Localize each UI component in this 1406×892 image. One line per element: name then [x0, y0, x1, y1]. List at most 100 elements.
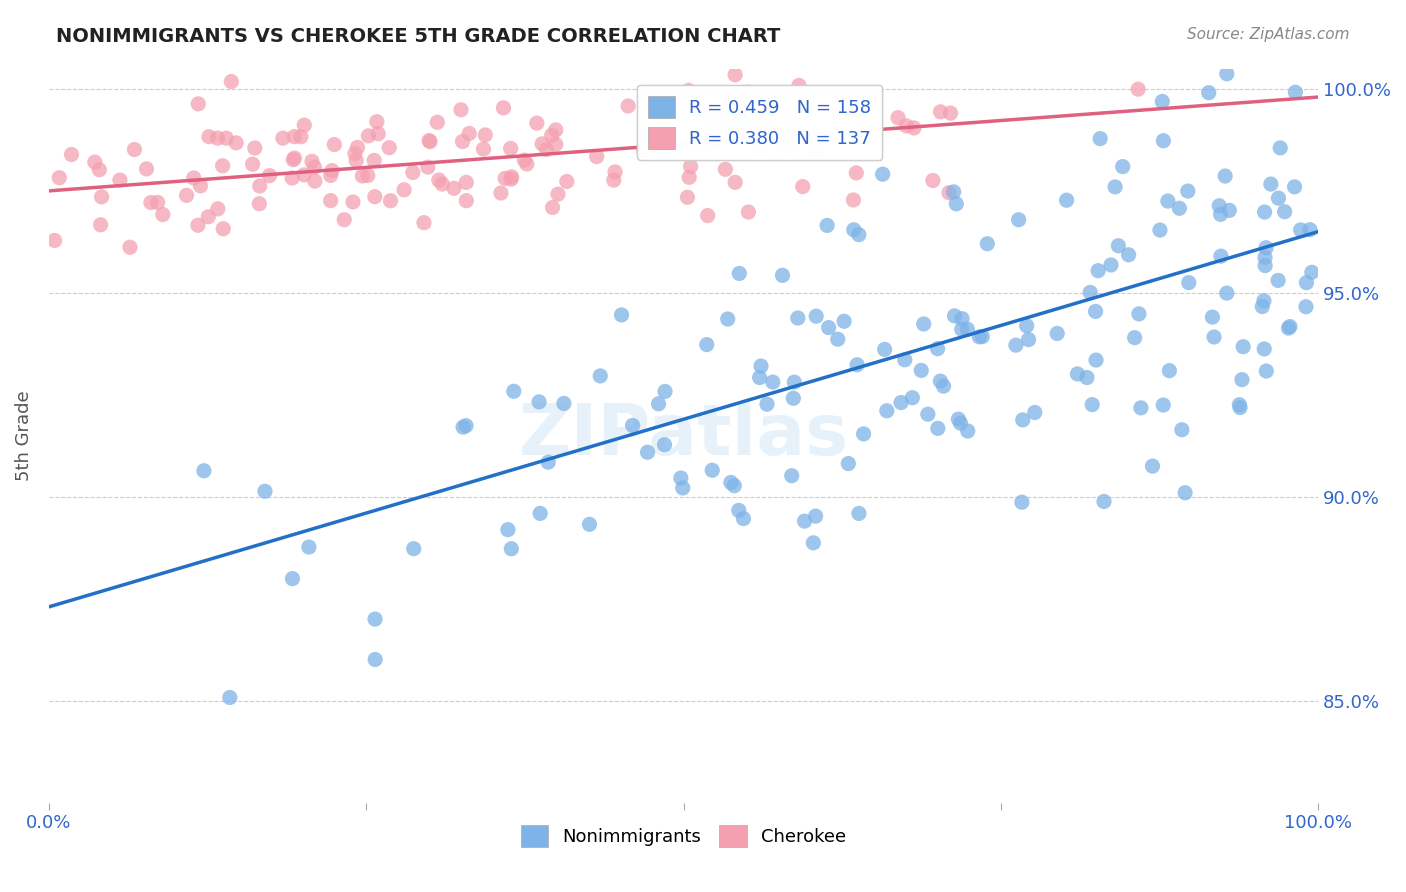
Point — [842, 223, 865, 237]
Point — [146, 195, 169, 210]
Point — [1251, 300, 1274, 314]
Point — [1216, 67, 1239, 81]
Point — [704, 112, 727, 127]
Point — [939, 106, 962, 120]
Point — [1081, 398, 1104, 412]
Point — [1284, 179, 1306, 194]
Point — [1046, 326, 1069, 341]
Point — [450, 103, 472, 117]
Point — [364, 612, 387, 626]
Point — [537, 455, 560, 469]
Point — [357, 169, 380, 183]
Point — [780, 468, 803, 483]
Point — [1104, 180, 1126, 194]
Point — [281, 171, 304, 186]
Point — [1208, 199, 1230, 213]
Point — [526, 116, 548, 130]
Point — [432, 177, 454, 191]
Point — [451, 135, 474, 149]
Point — [547, 187, 569, 202]
Point — [1198, 86, 1220, 100]
Point — [474, 128, 496, 142]
Point — [731, 114, 754, 128]
Point — [1254, 241, 1277, 255]
Point — [654, 438, 676, 452]
Point — [842, 193, 865, 207]
Point — [90, 190, 112, 204]
Point — [527, 395, 550, 409]
Point — [531, 136, 554, 151]
Point — [1168, 202, 1191, 216]
Point — [950, 322, 973, 336]
Point — [1289, 223, 1312, 237]
Point — [304, 161, 326, 175]
Point — [48, 170, 70, 185]
Point — [723, 478, 745, 492]
Y-axis label: 5th Grade: 5th Grade — [15, 390, 32, 481]
Point — [456, 175, 478, 189]
Point — [118, 240, 141, 254]
Point — [703, 134, 725, 148]
Point — [176, 188, 198, 202]
Point — [402, 541, 425, 556]
Point — [778, 138, 800, 153]
Point — [207, 202, 229, 216]
Point — [927, 421, 949, 435]
Point — [1218, 203, 1240, 218]
Point — [380, 194, 402, 208]
Point — [413, 216, 436, 230]
Point — [1015, 318, 1038, 333]
Point — [242, 157, 264, 171]
Point — [976, 236, 998, 251]
Point — [783, 375, 806, 389]
Point — [1209, 249, 1232, 263]
Point — [502, 384, 524, 399]
Point — [281, 572, 304, 586]
Point — [1007, 212, 1029, 227]
Point — [124, 143, 146, 157]
Point — [852, 426, 875, 441]
Point — [945, 196, 967, 211]
Point — [1295, 276, 1317, 290]
Point — [1152, 134, 1174, 148]
Point — [319, 169, 342, 183]
Point — [676, 190, 699, 204]
Point — [950, 311, 973, 326]
Point — [190, 178, 212, 193]
Point — [956, 424, 979, 438]
Point — [1253, 205, 1275, 219]
Point — [454, 418, 477, 433]
Point — [346, 140, 368, 154]
Text: NONIMMIGRANTS VS CHEROKEE 5TH GRADE CORRELATION CHART: NONIMMIGRANTS VS CHEROKEE 5TH GRADE CORR… — [56, 27, 780, 45]
Point — [343, 146, 366, 161]
Point — [1178, 276, 1201, 290]
Point — [44, 234, 66, 248]
Point — [679, 160, 702, 174]
Point — [817, 320, 839, 334]
Point — [617, 99, 640, 113]
Point — [1230, 373, 1253, 387]
Point — [1209, 207, 1232, 221]
Point — [887, 111, 910, 125]
Point — [728, 267, 751, 281]
Point — [499, 172, 522, 186]
Point — [1202, 330, 1225, 344]
Point — [717, 312, 740, 326]
Point — [553, 396, 575, 410]
Point — [917, 407, 939, 421]
Point — [1128, 82, 1150, 96]
Point — [748, 140, 770, 154]
Point — [943, 309, 966, 323]
Point — [744, 119, 766, 133]
Point — [1128, 307, 1150, 321]
Point — [1066, 367, 1088, 381]
Point — [1278, 319, 1301, 334]
Point — [749, 359, 772, 373]
Point — [419, 135, 441, 149]
Point — [319, 194, 342, 208]
Point — [1201, 310, 1223, 324]
Point — [1229, 401, 1251, 415]
Point — [1174, 485, 1197, 500]
Point — [846, 358, 869, 372]
Point — [922, 173, 945, 187]
